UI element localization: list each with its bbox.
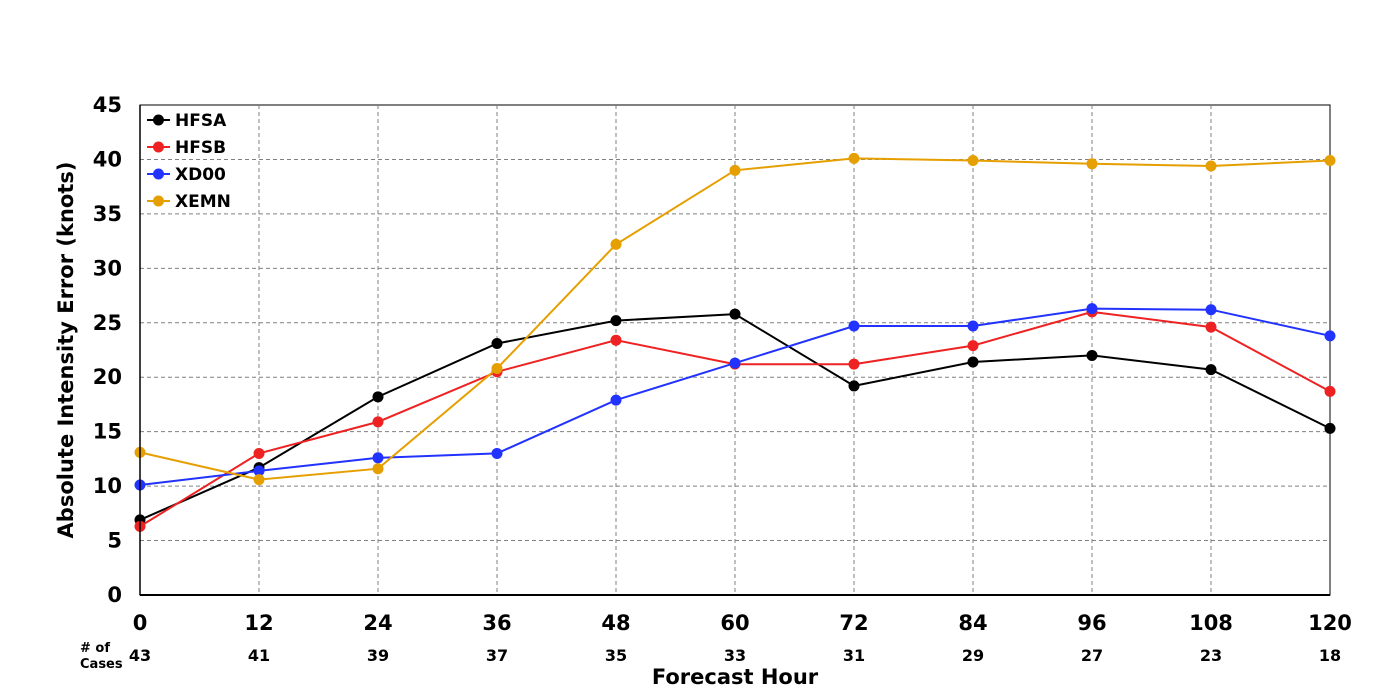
case-count-96: 27: [1081, 646, 1103, 665]
point-xd00-48: [610, 394, 622, 406]
case-count-72: 31: [843, 646, 865, 665]
point-hfsa-96: [1086, 349, 1098, 361]
point-hfsa-120: [1324, 422, 1336, 434]
point-xd00-60: [729, 357, 741, 369]
case-count-48: 35: [605, 646, 627, 665]
point-hfsa-60: [729, 308, 741, 320]
case-count-60: 33: [724, 646, 746, 665]
y-tick-label-40: 40: [93, 147, 122, 171]
point-xd00-72: [848, 320, 860, 332]
series-hfsa: [134, 308, 1336, 526]
x-tick-label-36: 36: [482, 611, 511, 635]
legend: HFSA HFSB XD00 XEMN: [147, 111, 231, 212]
x-tick-label-108: 108: [1189, 611, 1233, 635]
x-tick-label-12: 12: [244, 611, 273, 635]
point-hfsa-84: [967, 356, 979, 368]
case-count-108: 23: [1200, 646, 1222, 665]
x-tick-label-0: 0: [133, 611, 148, 635]
cases-label-line2: Cases: [80, 657, 123, 672]
point-hfsa-36: [491, 337, 503, 349]
case-count-0: 43: [129, 646, 151, 665]
point-hfsb-48: [610, 334, 622, 346]
point-hfsb-12: [253, 447, 265, 459]
legend-label-hfsb: HFSB: [175, 138, 226, 158]
point-xd00-96: [1086, 303, 1098, 315]
x-tick-labels: 0 12 24 36 48 60 72 84 96 108 120: [133, 611, 1352, 635]
point-hfsa-72: [848, 380, 860, 392]
case-count-120: 18: [1319, 646, 1341, 665]
point-xd00-120: [1324, 330, 1336, 342]
legend-entry-hfsb: HFSB: [147, 138, 226, 158]
case-count-12: 41: [248, 646, 270, 665]
y-tick-label-5: 5: [107, 529, 122, 553]
x-tick-label-48: 48: [601, 611, 630, 635]
y-tick-labels: 0 5 10 15 20 25 30 35 40 45: [93, 93, 122, 607]
y-tick-label-25: 25: [93, 311, 122, 335]
y-tick-label-35: 35: [93, 202, 122, 226]
point-xemn-108: [1205, 160, 1217, 172]
legend-label-xd00: XD00: [175, 165, 226, 185]
point-xemn-36: [491, 363, 503, 375]
legend-entry-hfsa: HFSA: [147, 111, 227, 131]
x-axis-title: Forecast Hour: [652, 665, 819, 689]
point-xemn-12: [253, 474, 265, 486]
case-count-84: 29: [962, 646, 984, 665]
series-xemn: [134, 152, 1336, 486]
y-tick-label-15: 15: [93, 420, 122, 444]
point-xd00-36: [491, 447, 503, 459]
point-hfsa-24: [372, 391, 384, 403]
axes: [139, 105, 1330, 596]
legend-label-hfsa: HFSA: [175, 111, 227, 131]
point-hfsa-48: [610, 315, 622, 327]
y-tick-label-20: 20: [93, 365, 122, 389]
case-count-row: # of Cases 43 41 39 37 35 33 31 29 27 23 18: [80, 641, 1341, 672]
series-layer: [134, 152, 1336, 532]
y-axis-title: Absolute Intensity Error (knots): [54, 162, 78, 539]
legend-marker-xemn: [153, 195, 164, 207]
legend-marker-hfsa: [153, 114, 164, 126]
point-hfsb-108: [1205, 321, 1217, 333]
point-hfsb-72: [848, 358, 860, 370]
y-tick-label-45: 45: [93, 93, 122, 117]
legend-marker-hfsb: [153, 141, 164, 153]
point-xd00-12: [253, 465, 265, 477]
y-tick-label-30: 30: [93, 256, 122, 280]
point-xemn-48: [610, 238, 622, 250]
y-tick-label-0: 0: [107, 583, 122, 607]
point-xemn-24: [372, 463, 384, 475]
case-count-24: 39: [367, 646, 389, 665]
x-tick-label-96: 96: [1077, 611, 1106, 635]
series-xd00: [134, 303, 1336, 491]
point-xd00-24: [372, 452, 384, 464]
point-xemn-120: [1324, 155, 1336, 167]
x-tick-label-72: 72: [839, 611, 868, 635]
x-tick-label-120: 120: [1308, 611, 1352, 635]
point-xd00-84: [967, 320, 979, 332]
point-xd00-108: [1205, 304, 1217, 316]
point-hfsb-120: [1324, 385, 1336, 397]
x-tick-label-84: 84: [958, 611, 987, 635]
legend-entry-xemn: XEMN: [147, 192, 231, 212]
point-xemn-96: [1086, 158, 1098, 170]
x-tick-label-24: 24: [363, 611, 392, 635]
point-hfsa-108: [1205, 364, 1217, 376]
legend-entry-xd00: XD00: [147, 165, 226, 185]
point-hfsb-84: [967, 340, 979, 352]
point-xemn-60: [729, 164, 741, 176]
case-count-36: 37: [486, 646, 508, 665]
cases-label-line1: # of: [80, 641, 110, 656]
y-tick-label-10: 10: [93, 474, 122, 498]
point-xemn-72: [848, 152, 860, 164]
legend-label-xemn: XEMN: [175, 192, 231, 212]
legend-marker-xd00: [153, 168, 164, 180]
x-tick-label-60: 60: [720, 611, 749, 635]
point-xemn-84: [967, 155, 979, 167]
point-hfsb-24: [372, 416, 384, 428]
